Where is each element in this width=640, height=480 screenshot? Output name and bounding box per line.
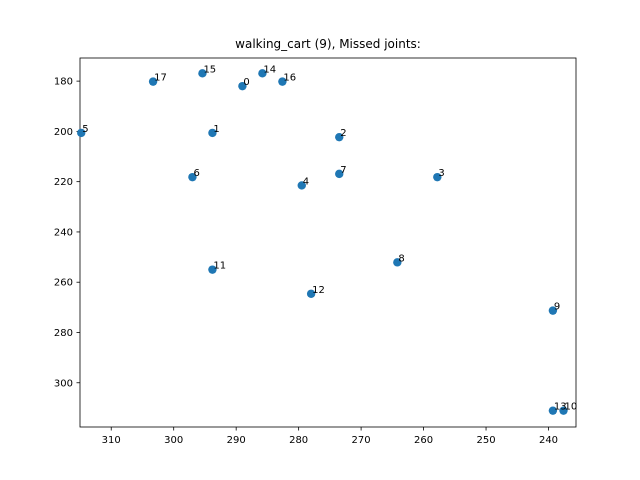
point-label: 1 (213, 124, 219, 135)
x-axis: 310 300 290 280 270 260 250 240 (102, 427, 558, 446)
x-tick-label: 250 (476, 435, 495, 446)
data-point (548, 306, 558, 315)
chart-title: walking_cart (9), Missed joints: (235, 37, 421, 51)
data-point (559, 406, 568, 415)
point-label: 13 (554, 402, 567, 413)
y-tick-label: 200 (54, 127, 73, 138)
point-label: 16 (283, 73, 296, 84)
data-point (198, 69, 207, 78)
data-point (188, 172, 197, 182)
point-label: 7 (340, 165, 346, 176)
data-point (433, 172, 442, 182)
data-point (278, 77, 287, 86)
point-label: 2 (340, 128, 346, 139)
data-point (335, 132, 344, 142)
y-tick-label: 280 (54, 328, 73, 339)
point-label: 5 (82, 124, 88, 135)
y-tick-label: 180 (54, 77, 73, 88)
point-label: 3 (438, 168, 444, 179)
x-tick-label: 300 (164, 435, 183, 446)
y-axis: 180 200 220 240 260 280 300 (54, 77, 80, 389)
data-point (548, 406, 558, 415)
data-point (238, 81, 247, 91)
x-tick-label: 280 (289, 435, 308, 446)
data-point (258, 69, 267, 78)
y-tick-label: 220 (54, 177, 73, 188)
x-tick-label: 270 (352, 435, 371, 446)
data-point (77, 128, 86, 138)
x-tick-label: 260 (414, 435, 433, 446)
point-label: 6 (193, 168, 199, 179)
point-label: 9 (554, 302, 560, 313)
data-point (148, 77, 158, 86)
point-label: 12 (312, 285, 325, 296)
y-tick-label: 300 (54, 378, 73, 389)
point-label: 15 (203, 64, 216, 75)
point-label: 0 (243, 77, 249, 88)
point-label: 4 (303, 176, 309, 187)
point-label: 11 (213, 261, 226, 272)
x-tick-label: 240 (539, 435, 558, 446)
point-label: 17 (154, 73, 167, 84)
data-point (208, 265, 217, 274)
data-point (335, 169, 344, 179)
point-label: 10 (565, 402, 578, 413)
x-tick-label: 290 (227, 435, 246, 446)
data-point (306, 289, 316, 298)
data-point (393, 258, 402, 267)
y-tick-label: 240 (54, 227, 73, 238)
point-label: 8 (398, 253, 404, 264)
data-point (208, 128, 217, 138)
data-point (297, 181, 306, 190)
y-tick-label: 260 (54, 278, 73, 289)
plot-area (79, 57, 577, 428)
point-label: 14 (263, 64, 276, 75)
x-tick-label: 310 (102, 435, 121, 446)
